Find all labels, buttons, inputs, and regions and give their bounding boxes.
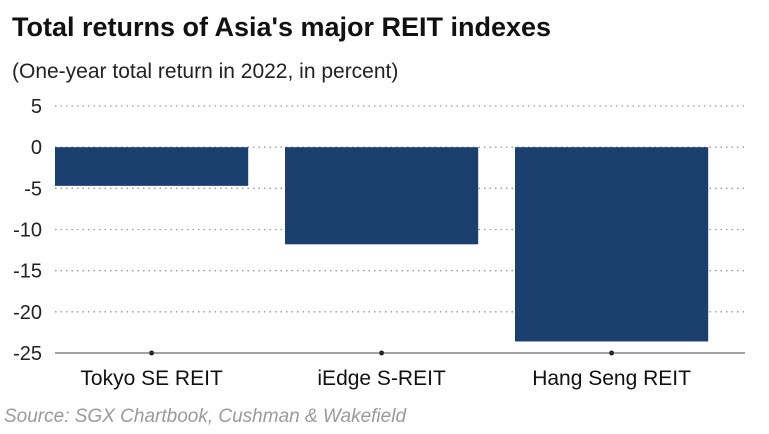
source-note: Source: SGX Chartbook, Cushman & Wakefie… bbox=[4, 406, 407, 427]
axes bbox=[55, 350, 745, 356]
y-tick-label: -25 bbox=[13, 343, 42, 365]
labels: 5 0 -5 -10 -15 -20 -25 Tokyo SE REIT iEdge S-REI… bbox=[13, 96, 691, 390]
y-tick-label: -15 bbox=[13, 261, 42, 283]
y-tick-label: -5 bbox=[24, 178, 42, 200]
category-label: Hang Seng REIT bbox=[532, 367, 691, 390]
y-tick-label: 5 bbox=[31, 96, 42, 118]
y-tick-label: -10 bbox=[13, 220, 42, 242]
bars bbox=[55, 147, 709, 342]
y-tick-label: 0 bbox=[31, 137, 42, 159]
bar bbox=[55, 147, 249, 186]
chart-title: Total returns of Asia's major REIT index… bbox=[12, 12, 552, 42]
y-tick-label: -20 bbox=[13, 302, 42, 324]
bar bbox=[285, 147, 479, 245]
category-label: Tokyo SE REIT bbox=[80, 367, 223, 390]
bar bbox=[515, 147, 709, 342]
chart-subtitle: (One-year total return in 2022, in perce… bbox=[12, 60, 399, 83]
category-label: iEdge S-REIT bbox=[317, 367, 446, 390]
